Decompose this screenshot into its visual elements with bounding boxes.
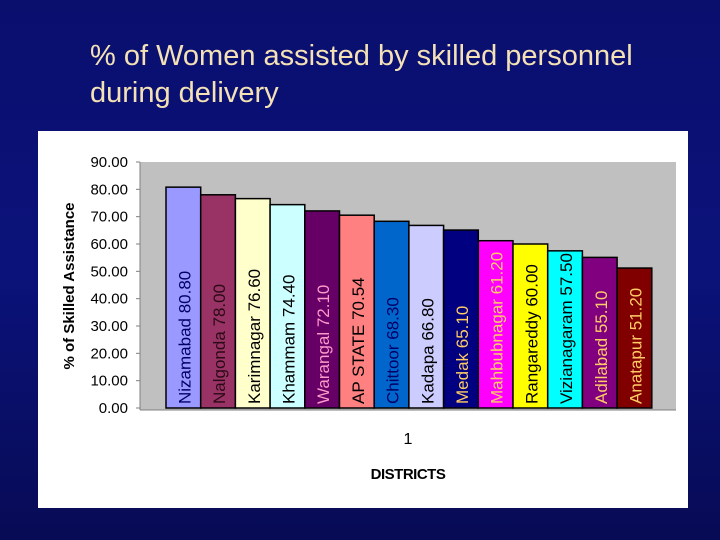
y-tick-label: 10.00 bbox=[90, 373, 128, 390]
x-tick-label: 1 bbox=[404, 431, 413, 448]
bar-data-label: Anatapur 51.20 bbox=[626, 288, 645, 404]
y-tick-label: 30.00 bbox=[90, 318, 128, 335]
bar bbox=[546, 250, 584, 409]
bar-data-label: Karimnagar 76.60 bbox=[245, 269, 264, 404]
bar bbox=[512, 243, 549, 409]
bar-chart: Nizamabad 80.80 Nalgonda 78.00 Karimnagar … bbox=[61, 154, 676, 483]
bar-data-label: Medak 65.10 bbox=[453, 306, 472, 404]
slide-title: % of Women assisted by skilled personnel… bbox=[90, 40, 633, 109]
bar bbox=[616, 267, 653, 409]
bar bbox=[269, 203, 306, 409]
chart-panel: Nizamabad 80.80 Nalgonda 78.00 Karimnagar … bbox=[38, 131, 688, 508]
y-axis-label: % of Skilled Assistance bbox=[61, 202, 78, 369]
y-tick-label: 90.00 bbox=[90, 154, 128, 171]
bar-data-label: Kadapa 66.80 bbox=[418, 298, 437, 404]
bar-data-label: Vizianagaram 57.50 bbox=[557, 253, 576, 404]
bar-data-label: Adilabad 55.10 bbox=[592, 291, 611, 404]
bar bbox=[408, 224, 445, 409]
bar-data-label: Rangareddy 60.00 bbox=[522, 264, 541, 404]
y-tick-label: 0.00 bbox=[99, 400, 128, 417]
bar bbox=[338, 214, 375, 409]
y-tick-label: 80.00 bbox=[90, 181, 128, 198]
bar bbox=[304, 210, 341, 409]
bar bbox=[165, 186, 202, 409]
y-tick-label: 20.00 bbox=[90, 345, 128, 362]
bar-data-label: Nizamabad 80.80 bbox=[175, 271, 194, 404]
bar bbox=[234, 197, 271, 409]
bar-data-label: Warangal 72.10 bbox=[314, 285, 333, 404]
y-tick-label: 50.00 bbox=[90, 263, 128, 280]
bar-data-label: Mahbubnagar 61.20 bbox=[488, 252, 507, 404]
bar bbox=[477, 239, 514, 409]
bar-data-label: Nalgonda 78.00 bbox=[210, 284, 229, 404]
bar-data-label: Chittoor 68.30 bbox=[384, 297, 403, 404]
y-tick-label: 40.00 bbox=[90, 291, 128, 308]
x-axis-label: DISTRICTS bbox=[371, 466, 446, 483]
bar bbox=[581, 256, 618, 409]
bar-data-label: Khammam 74.40 bbox=[279, 275, 298, 404]
y-tick-label: 70.00 bbox=[90, 209, 128, 226]
bar bbox=[442, 229, 480, 409]
bar bbox=[199, 194, 237, 409]
y-tick-label: 60.00 bbox=[90, 236, 128, 253]
bar-data-label: AP STATE 70.54 bbox=[349, 277, 368, 404]
